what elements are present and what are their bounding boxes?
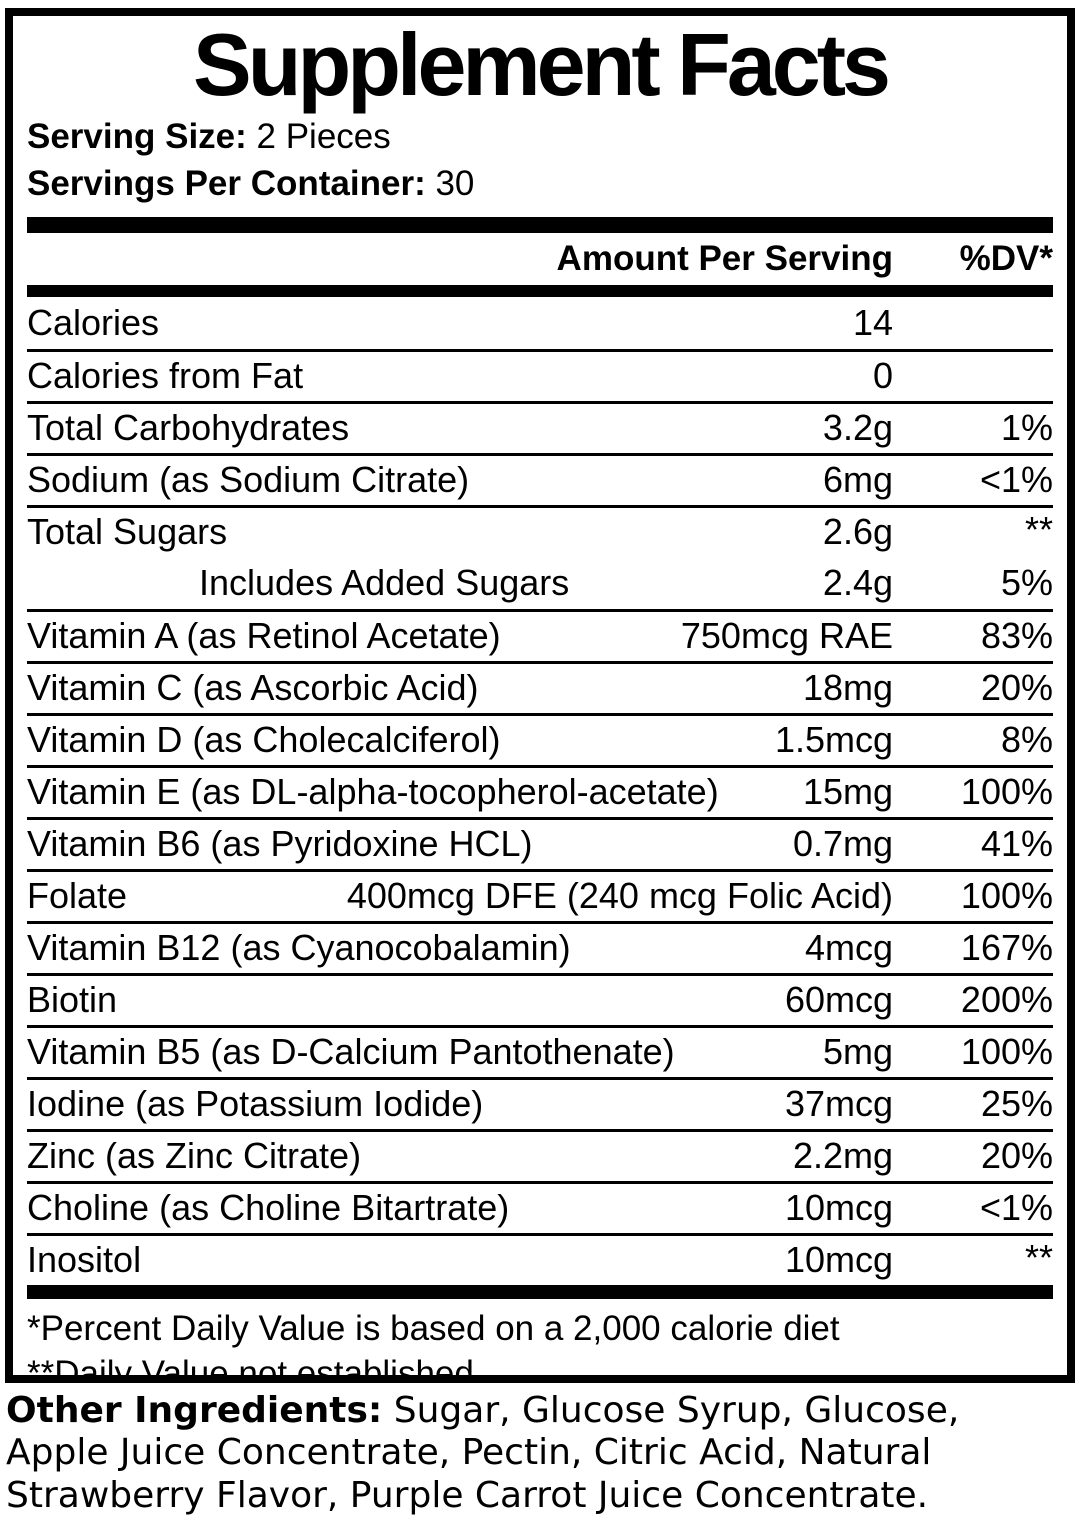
column-header-row: Amount Per Serving %DV* — [27, 233, 1053, 285]
row-amount: 14 — [852, 301, 893, 343]
row-daily-value: 25% — [980, 1083, 1053, 1125]
row-label: Sodium (as Sodium Citrate) — [27, 459, 470, 501]
row-amount: 2.6g — [822, 511, 893, 553]
table-row: Calories from Fat 0 — [27, 348, 1053, 401]
dv-column-header: %DV* — [959, 238, 1053, 278]
row-amount: 15mg — [802, 771, 893, 813]
row-label: Choline (as Choline Bitartrate) — [27, 1187, 510, 1229]
footnotes: *Percent Daily Value is based on a 2,000… — [27, 1307, 1053, 1383]
row-label: Vitamin D (as Cholecalciferol) — [27, 719, 501, 761]
row-label: Vitamin A (as Retinol Acetate) — [27, 615, 501, 657]
divider-bar-header — [27, 284, 1053, 297]
table-row: Includes Added Sugars 2.4g 5% — [27, 557, 1053, 609]
row-amount: 4mcg — [804, 927, 893, 969]
divider-bar-top — [27, 216, 1053, 233]
table-row: Iodine (as Potassium Iodide) 37mcg 25% — [27, 1076, 1053, 1129]
serving-size-line: Serving Size: 2 Pieces — [27, 114, 1053, 160]
row-label: Inositol — [27, 1239, 142, 1281]
row-daily-value: 1% — [1000, 407, 1053, 449]
table-row: Biotin 60mcg 200% — [27, 972, 1053, 1025]
table-row: Total Sugars 2.6g ** — [27, 504, 1053, 557]
row-label: Includes Added Sugars — [199, 561, 570, 603]
row-label: Total Sugars — [27, 511, 228, 553]
row-label: Total Carbohydrates — [27, 407, 350, 449]
table-row: Vitamin D (as Cholecalciferol) 1.5mcg 8% — [27, 712, 1053, 765]
row-daily-value: 41% — [980, 823, 1053, 865]
footnote-not-established: **Daily Value not established. — [27, 1353, 484, 1383]
row-amount: 3.2g — [822, 407, 893, 449]
divider-bar-footnotes — [27, 1284, 1053, 1299]
row-label: Folate — [27, 875, 128, 917]
serving-size-value: 2 Pieces — [246, 116, 391, 156]
row-label: Zinc (as Zinc Citrate) — [27, 1135, 362, 1177]
serving-size-label: Serving Size: — [27, 116, 247, 156]
row-amount: 10mcg — [784, 1239, 893, 1281]
row-amount: 37mcg — [784, 1083, 893, 1125]
row-daily-value: ** — [1024, 508, 1053, 550]
row-amount: 18mg — [802, 667, 893, 709]
row-daily-value: 100% — [960, 1031, 1053, 1073]
table-row: Vitamin E (as DL-alpha-tocopherol-acetat… — [27, 764, 1053, 817]
row-daily-value: 167% — [960, 927, 1053, 969]
row-amount: 2.2mg — [792, 1135, 893, 1177]
row-daily-value: <1% — [979, 459, 1053, 501]
row-label: Vitamin E (as DL-alpha-tocopherol-acetat… — [27, 771, 719, 813]
row-amount: 6mg — [822, 459, 893, 501]
row-daily-value: 100% — [960, 875, 1053, 917]
footnote-daily-value: *Percent Daily Value is based on a 2,000… — [27, 1308, 840, 1348]
supplement-facts-panel: Supplement Facts Serving Size: 2 Pieces … — [5, 8, 1075, 1383]
row-label: Vitamin B6 (as Pyridoxine HCL) — [27, 823, 533, 865]
table-row: Vitamin B12 (as Cyanocobalamin) 4mcg 167% — [27, 920, 1053, 973]
row-daily-value: 83% — [980, 615, 1053, 657]
servings-per-container-value: 30 — [425, 164, 475, 204]
servings-per-container-line: Servings Per Container: 30 — [27, 161, 1053, 207]
row-label: Biotin — [27, 979, 118, 1021]
table-row: Folate 400mcg DFE (240 mcg Folic Acid) 100… — [27, 868, 1053, 921]
facts-table: Calories 14 Calories from Fat 0 Total Carboh… — [27, 297, 1053, 1285]
row-label: Calories — [27, 301, 160, 343]
row-amount: 0.7mg — [792, 823, 893, 865]
row-amount: 1.5mcg — [774, 719, 893, 761]
table-row: Total Carbohydrates 3.2g 1% — [27, 400, 1053, 453]
table-row: Calories 14 — [27, 297, 1053, 349]
table-row: Vitamin B6 (as Pyridoxine HCL) 0.7mg 41% — [27, 816, 1053, 869]
row-label: Vitamin C (as Ascorbic Acid) — [27, 667, 479, 709]
row-amount: 60mcg — [784, 979, 893, 1021]
row-daily-value: 100% — [960, 771, 1053, 813]
row-daily-value: 20% — [980, 667, 1053, 709]
row-label: Iodine (as Potassium Iodide) — [27, 1083, 484, 1125]
table-row: Choline (as Choline Bitartrate) 10mcg <1% — [27, 1180, 1053, 1233]
row-label: Calories from Fat — [27, 355, 304, 397]
other-ingredients: Other Ingredients: Sugar, Glucose Syrup,… — [6, 1390, 1006, 1517]
row-daily-value: 200% — [960, 979, 1053, 1021]
row-daily-value: 8% — [1000, 719, 1053, 761]
row-amount: 400mcg DFE (240 mcg Folic Acid) — [346, 875, 893, 917]
table-row: Sodium (as Sodium Citrate) 6mg <1% — [27, 452, 1053, 505]
page-title: Supplement Facts — [193, 15, 891, 114]
row-daily-value: 5% — [1000, 561, 1053, 603]
table-row: Inositol 10mcg ** — [27, 1232, 1053, 1285]
row-amount: 2.4g — [822, 561, 893, 603]
other-ingredients-text: Sugar, Glucose Syrup, Glucose, Apple Jui… — [6, 1390, 960, 1516]
row-daily-value: ** — [1024, 1236, 1053, 1278]
table-row: Vitamin B5 (as D-Calcium Pantothenate) 5m… — [27, 1024, 1053, 1077]
row-daily-value: 20% — [980, 1135, 1053, 1177]
other-ingredients-label: Other Ingredients: — [6, 1390, 383, 1431]
row-amount: 5mg — [822, 1031, 893, 1073]
row-label: Vitamin B5 (as D-Calcium Pantothenate) — [27, 1031, 675, 1073]
amount-column-header: Amount Per Serving — [556, 238, 893, 278]
row-amount: 750mcg RAE — [680, 615, 893, 657]
row-daily-value: <1% — [979, 1187, 1053, 1229]
row-amount: 10mcg — [784, 1187, 893, 1229]
table-row: Vitamin A (as Retinol Acetate) 750mcg RAE… — [27, 608, 1053, 661]
table-row: Vitamin C (as Ascorbic Acid) 18mg 20% — [27, 660, 1053, 713]
table-row: Zinc (as Zinc Citrate) 2.2mg 20% — [27, 1128, 1053, 1181]
row-amount: 0 — [872, 355, 893, 397]
servings-per-container-label: Servings Per Container: — [27, 164, 426, 204]
row-label: Vitamin B12 (as Cyanocobalamin) — [27, 927, 571, 969]
